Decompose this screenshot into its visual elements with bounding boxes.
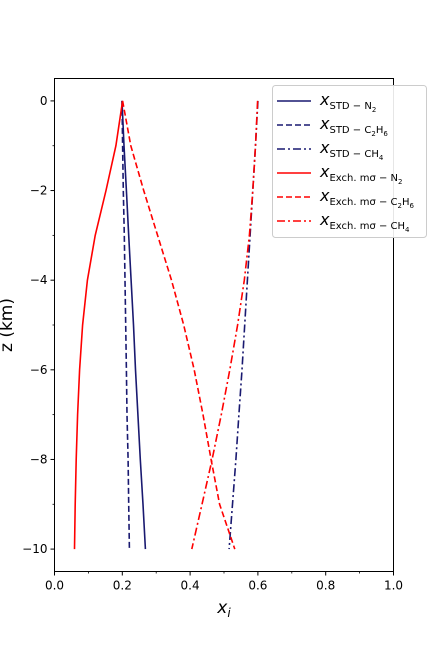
x-tick-label: 1.0: [384, 579, 403, 593]
y-tick-label: −10: [22, 542, 47, 556]
x-tick-label: 0.0: [45, 579, 64, 593]
series-line-1: [121, 100, 147, 550]
legend-label: xExch. mσ − CH4: [319, 210, 410, 234]
x-tick-label: 0.2: [113, 579, 132, 593]
series-line-6: [191, 100, 259, 550]
series-line-4: [73, 100, 124, 550]
y-axis-label: z (km): [0, 298, 17, 352]
plot-lines: [73, 100, 259, 550]
x-tick-label: 0.4: [181, 579, 200, 593]
series-line-5: [121, 100, 236, 550]
legend-label: xExch. mσ − N2: [319, 162, 403, 186]
y-tick-label: −4: [30, 273, 48, 287]
legend-box: [272, 85, 427, 238]
legend-label: xSTD − C2H6: [319, 114, 388, 138]
y-tick-label: 0: [40, 94, 48, 108]
series-line-3: [228, 100, 259, 550]
legend-label: xSTD − N2: [319, 90, 376, 114]
x-tick-label: 0.8: [316, 579, 335, 593]
ticks: 0.0 0.2 0.4 0.6 0.8 1.0 0 −2 −4 −6 −8 −10: [22, 94, 403, 593]
series-line-2: [121, 100, 131, 550]
y-tick-label: −6: [30, 363, 48, 377]
x-axis-label: xi: [216, 598, 231, 620]
y-tick-label: −2: [30, 184, 48, 198]
x-tick-label: 0.6: [248, 579, 267, 593]
y-tick-label: −8: [30, 452, 48, 466]
legend-label: xSTD − CH4: [319, 138, 384, 162]
legend-label: xExch. mσ − C2H6: [319, 186, 415, 210]
